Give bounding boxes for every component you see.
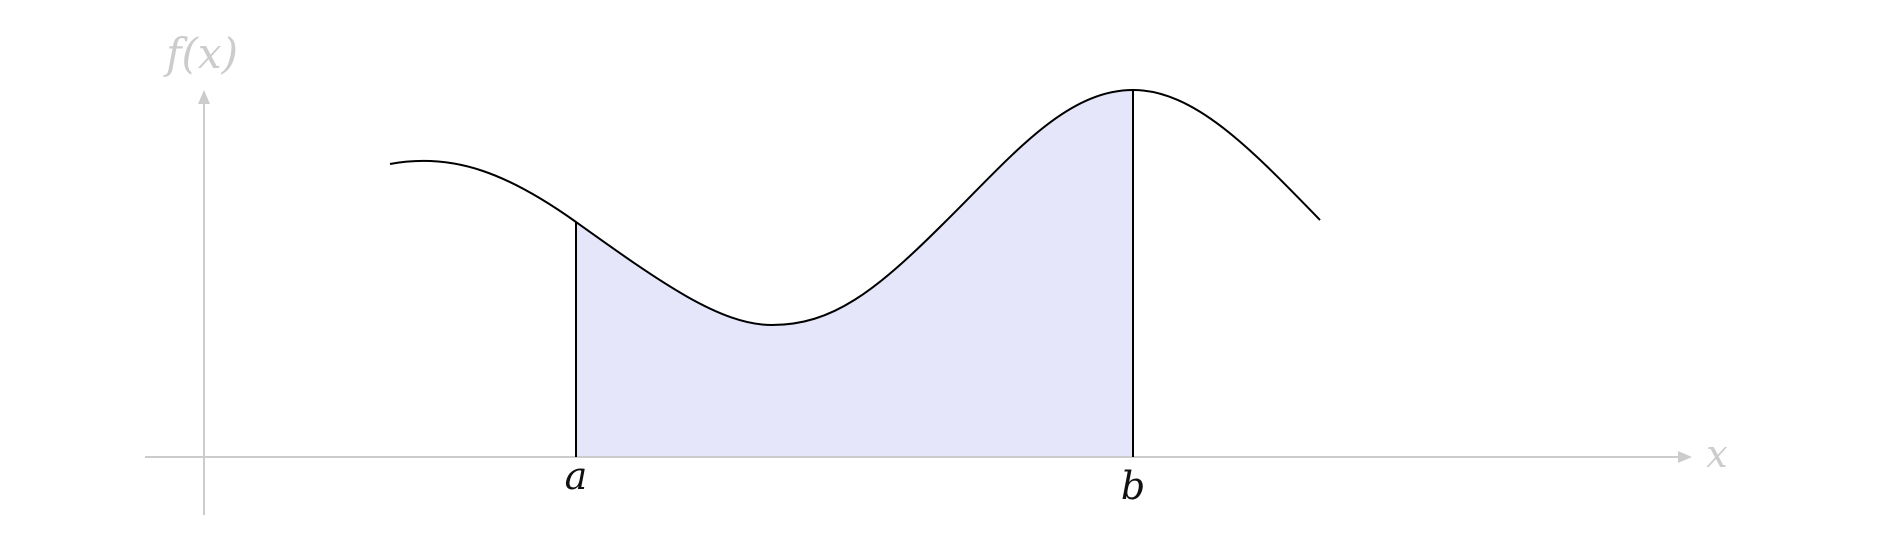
x-axis-label: x (1706, 432, 1727, 476)
lower-bound-label: a (565, 454, 588, 498)
function-curve (389, 88, 1321, 327)
y-axis-label: f(x) (163, 29, 238, 78)
upper-bound-label: b (1121, 464, 1145, 508)
area-under-curve (576, 90, 1133, 457)
